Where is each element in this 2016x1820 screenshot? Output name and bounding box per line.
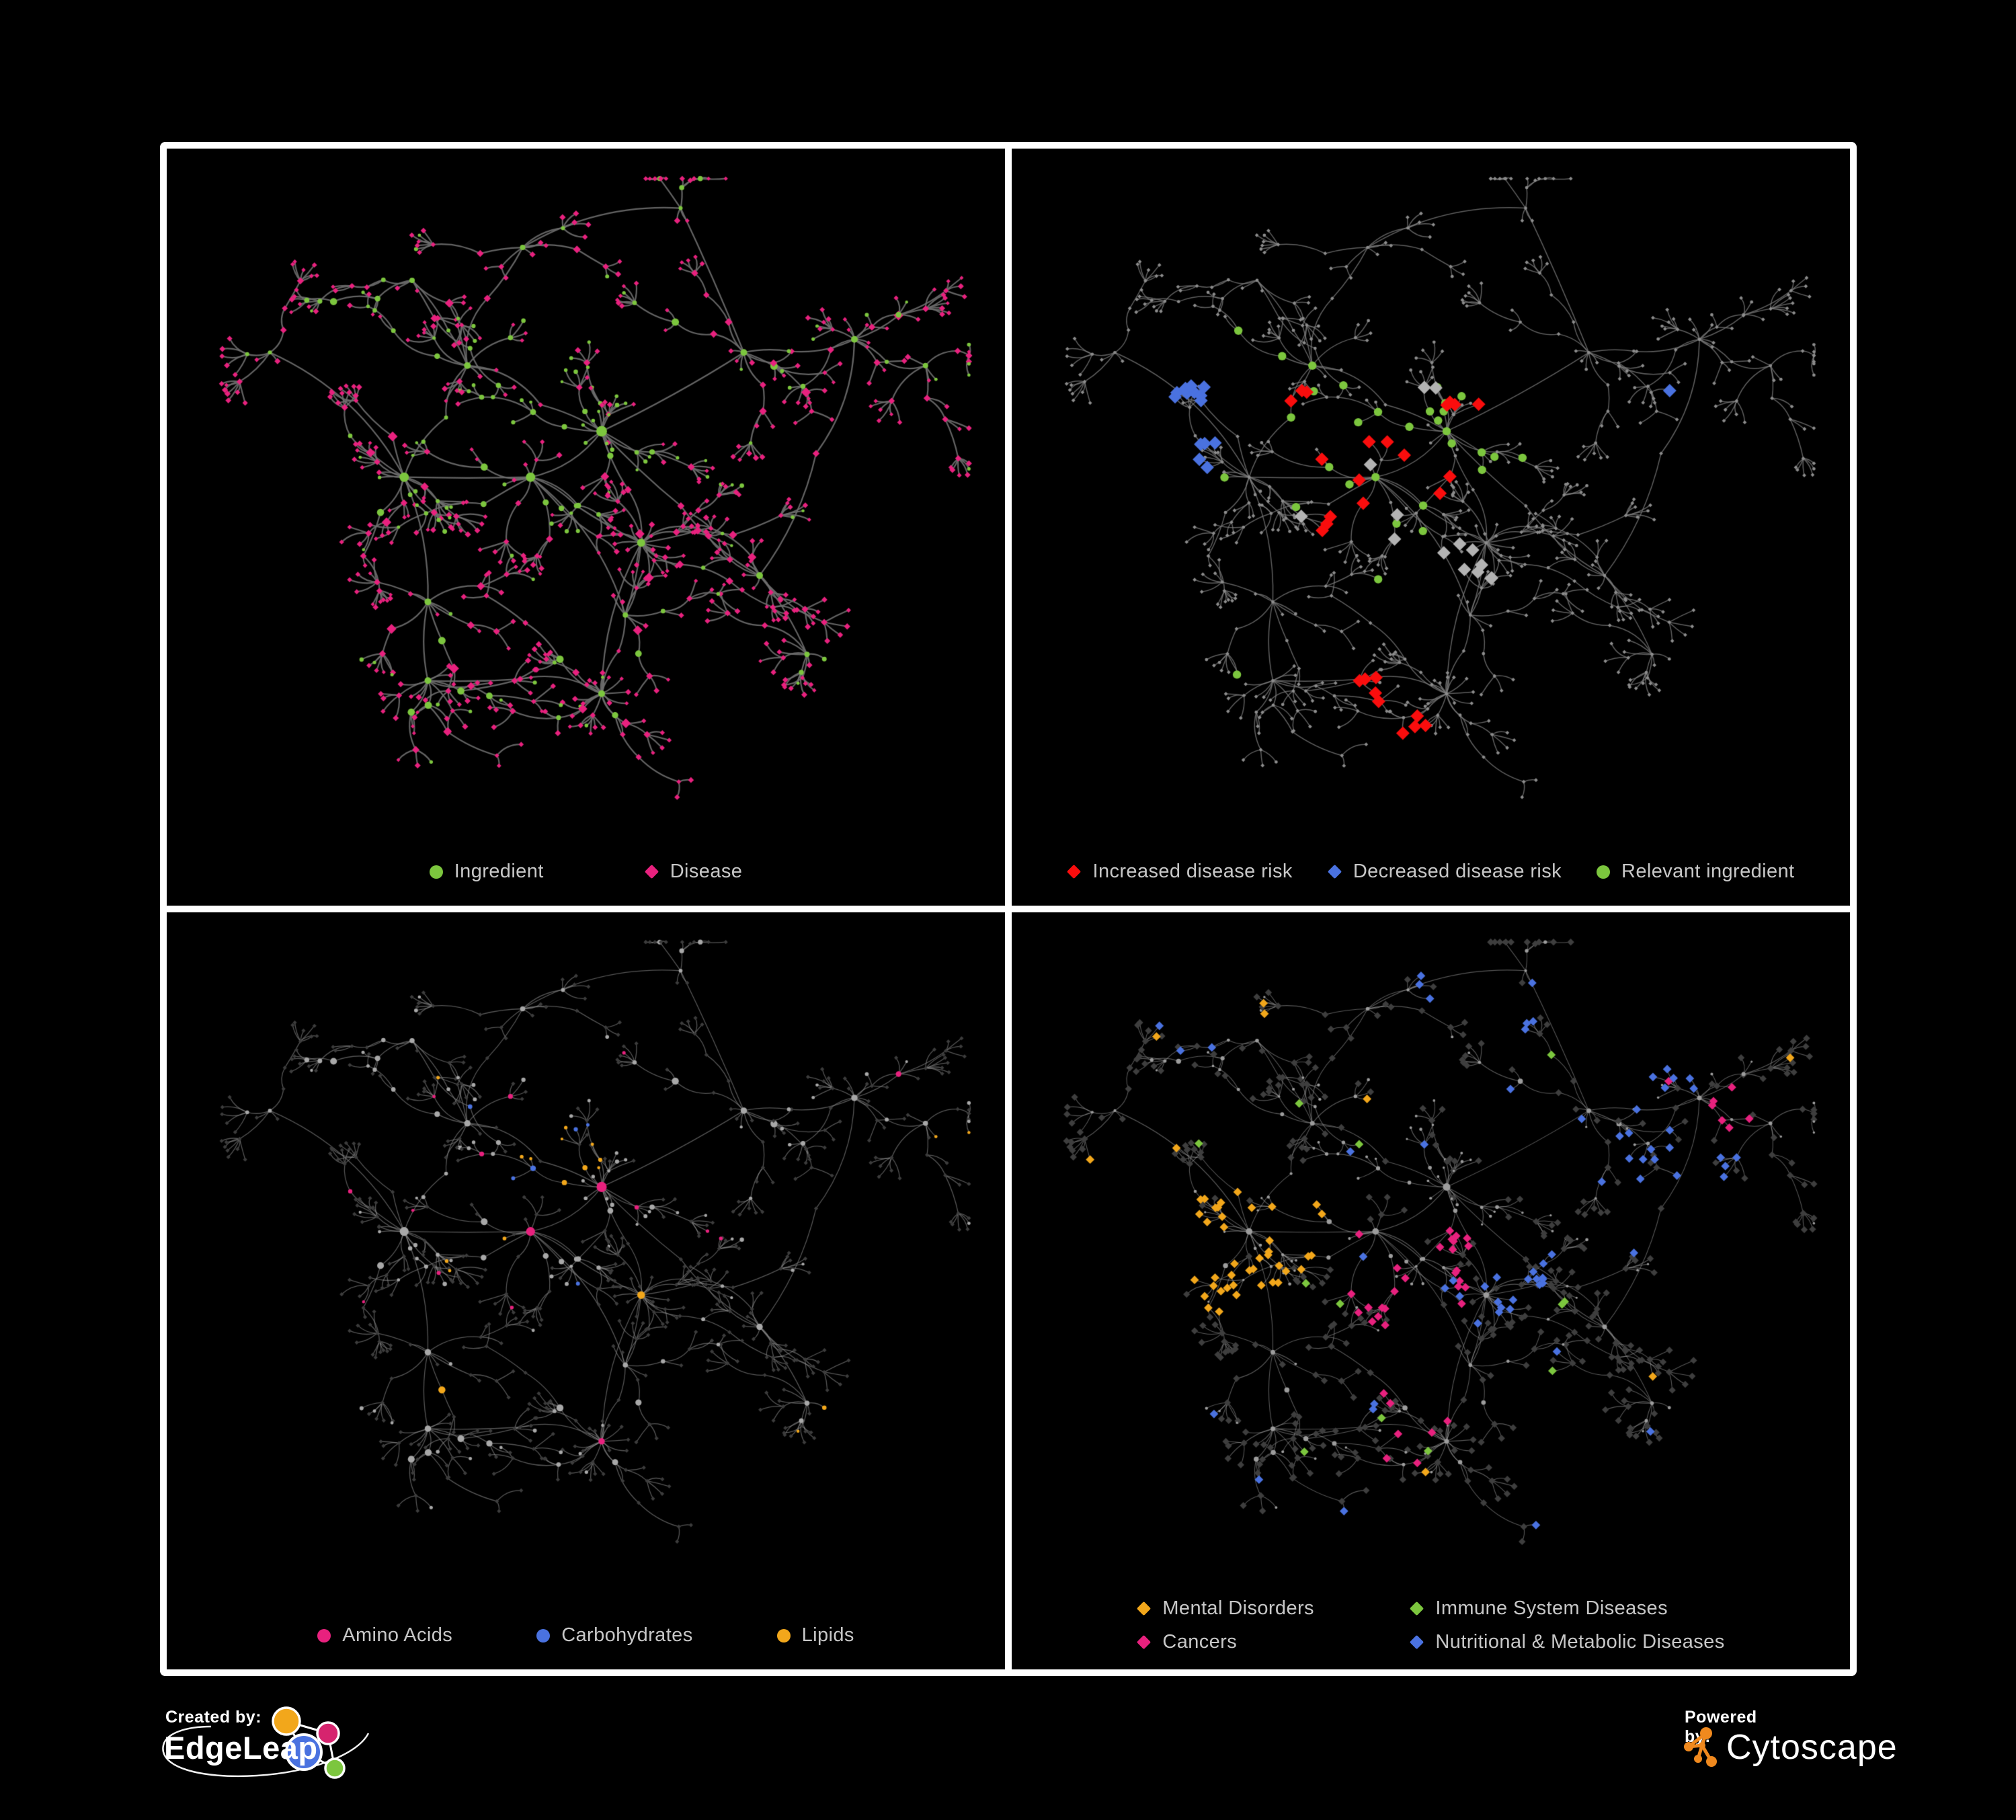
legend-item: Decreased disease risk <box>1327 861 1562 883</box>
cytoscape-wordmark: Cytoscape <box>1726 1728 1898 1767</box>
legend-label: Decreased disease risk <box>1353 861 1562 882</box>
legend-label: Cancers <box>1162 1631 1238 1653</box>
legend-item: Cancers <box>1137 1631 1385 1653</box>
legend-label: Mental Disorders <box>1162 1597 1314 1619</box>
legend-ingredient-disease: Ingredient Disease <box>167 861 1005 883</box>
legend-label: Amino Acids <box>342 1624 453 1646</box>
legend-marker-diamond <box>1137 1634 1152 1650</box>
legend-label: Disease <box>670 861 743 882</box>
legend-item: Ingredient <box>429 861 544 883</box>
legend-item: Relevant ingredient <box>1597 861 1794 883</box>
legend-label: Lipids <box>801 1624 854 1646</box>
legend-marker-circle <box>317 1628 331 1643</box>
panel-ingredient-disease: Ingredient Disease <box>167 149 1005 906</box>
created-by-label: Created by: <box>165 1708 262 1727</box>
edgeleap-node-green <box>324 1757 346 1779</box>
edgeleap-node-blue <box>285 1733 323 1771</box>
edgeleap-node-pink <box>316 1721 340 1745</box>
legend-item: Immune System Diseases <box>1410 1597 1724 1620</box>
legend-marker-diamond <box>1410 1601 1424 1616</box>
network-canvas-disease-class <box>1012 912 1850 1669</box>
panel-nutrient-class: Amino Acids Carbohydrates Lipids <box>167 912 1005 1669</box>
credit-edgeleap: Created by: EdgeLeap <box>155 1702 397 1803</box>
panel-disease-risk: Increased disease risk Decreased disease … <box>1012 149 1850 906</box>
network-canvas-ingredient-disease <box>167 149 1005 906</box>
legend-marker-diamond <box>1067 864 1082 879</box>
edgeleap-logo <box>162 1706 370 1779</box>
panel-grid: Ingredient Disease Increased disease risk… <box>160 142 1857 1676</box>
legend-item: Mental Disorders <box>1137 1597 1385 1620</box>
cytoscape-logo <box>1684 1727 1717 1767</box>
legend-label: Ingredient <box>454 861 544 882</box>
network-canvas-nutrient-class <box>167 912 1005 1669</box>
legend-label: Relevant ingredient <box>1621 861 1795 882</box>
legend-marker-circle <box>429 865 443 879</box>
legend-marker-diamond <box>1410 1634 1424 1650</box>
network-canvas-disease-risk <box>1012 149 1850 906</box>
legend-marker-circle <box>1597 865 1611 879</box>
legend-marker-diamond <box>1137 1601 1152 1616</box>
legend-label: Increased disease risk <box>1092 861 1293 882</box>
legend-marker-diamond <box>1327 864 1342 879</box>
legend-marker-circle <box>536 1628 551 1643</box>
legend-item: Nutritional & Metabolic Diseases <box>1410 1631 1724 1653</box>
edgeleap-node-orange <box>272 1706 301 1736</box>
edgeleap-wordmark: EdgeLeap <box>164 1730 318 1766</box>
legend-marker-diamond <box>644 864 659 879</box>
legend-disease-class: Mental Disorders Immune System Diseases Ca… <box>1012 1597 1850 1653</box>
legend-label: Carbohydrates <box>561 1624 693 1646</box>
legend-marker-circle <box>776 1628 791 1643</box>
panel-disease-class: Mental Disorders Immune System Diseases Ca… <box>1012 912 1850 1669</box>
legend-disease-risk: Increased disease risk Decreased disease … <box>1012 861 1850 883</box>
legend-item: Lipids <box>776 1624 854 1647</box>
legend-item: Disease <box>644 861 743 883</box>
legend-item: Amino Acids <box>317 1624 452 1647</box>
legend-nutrient-class: Amino Acids Carbohydrates Lipids <box>167 1624 1005 1647</box>
legend-label: Immune System Diseases <box>1435 1597 1668 1619</box>
legend-label: Nutritional & Metabolic Diseases <box>1435 1631 1725 1653</box>
legend-item: Carbohydrates <box>536 1624 692 1647</box>
legend-item: Increased disease risk <box>1067 861 1292 883</box>
